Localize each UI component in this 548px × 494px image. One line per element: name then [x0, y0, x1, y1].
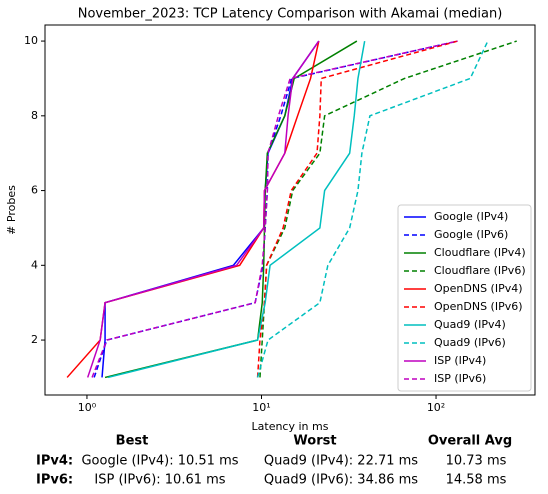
line	[86, 40, 320, 378]
table-cell: Quad9 (IPv4): 22.71 ms	[264, 454, 418, 469]
y-axis-label: # Probes	[5, 185, 18, 235]
line	[91, 40, 458, 378]
table-cell: 14.58 ms	[446, 473, 507, 488]
legend-label: ISP (IPv6)	[434, 372, 486, 385]
row-label: IPv6:	[36, 473, 73, 488]
y-tick-label: 8	[31, 109, 38, 122]
legend-label: Google (IPv4)	[434, 210, 508, 223]
table-cell: ISP (IPv6): 10.61 ms	[94, 473, 225, 488]
line	[256, 40, 458, 378]
legend-label: Google (IPv6)	[434, 228, 508, 241]
row-label: IPv4:	[36, 454, 73, 469]
plot-frame	[44, 24, 536, 396]
table-header: Overall Avg	[428, 434, 512, 449]
table-cell: Google (IPv4): 10.51 ms	[81, 454, 238, 469]
x-tick-label: 10¹	[252, 401, 270, 414]
table-header: Worst	[293, 434, 336, 449]
legend-label: Quad9 (IPv6)	[434, 336, 506, 349]
legend-label: OpenDNS (IPv4)	[434, 282, 523, 295]
y-tick-label: 2	[31, 333, 38, 346]
x-axis-label: Latency in ms	[252, 420, 329, 433]
y-tick-label: 6	[31, 184, 38, 197]
line	[107, 40, 366, 379]
line	[259, 40, 517, 378]
legend-label: OpenDNS (IPv6)	[434, 300, 523, 313]
legend-label: ISP (IPv4)	[434, 354, 486, 367]
line	[104, 40, 358, 379]
x-tick-label: 10⁰	[78, 401, 97, 414]
legend-label: Cloudflare (IPv4)	[434, 246, 526, 259]
table-header: Best	[116, 434, 149, 449]
legend-label: Cloudflare (IPv6)	[434, 264, 526, 277]
legend-box	[397, 204, 532, 392]
chart-title: November_2023: TCP Latency Comparison wi…	[78, 7, 503, 22]
line	[256, 40, 489, 378]
line	[101, 40, 320, 378]
y-tick-label: 10	[24, 34, 38, 47]
x-tick-label: 10²	[427, 401, 445, 414]
legend-label: Quad9 (IPv4)	[434, 318, 506, 331]
table-cell: Quad9 (IPv6): 34.86 ms	[264, 473, 418, 488]
table-cell: 10.73 ms	[446, 454, 507, 469]
y-tick-label: 4	[31, 258, 38, 271]
